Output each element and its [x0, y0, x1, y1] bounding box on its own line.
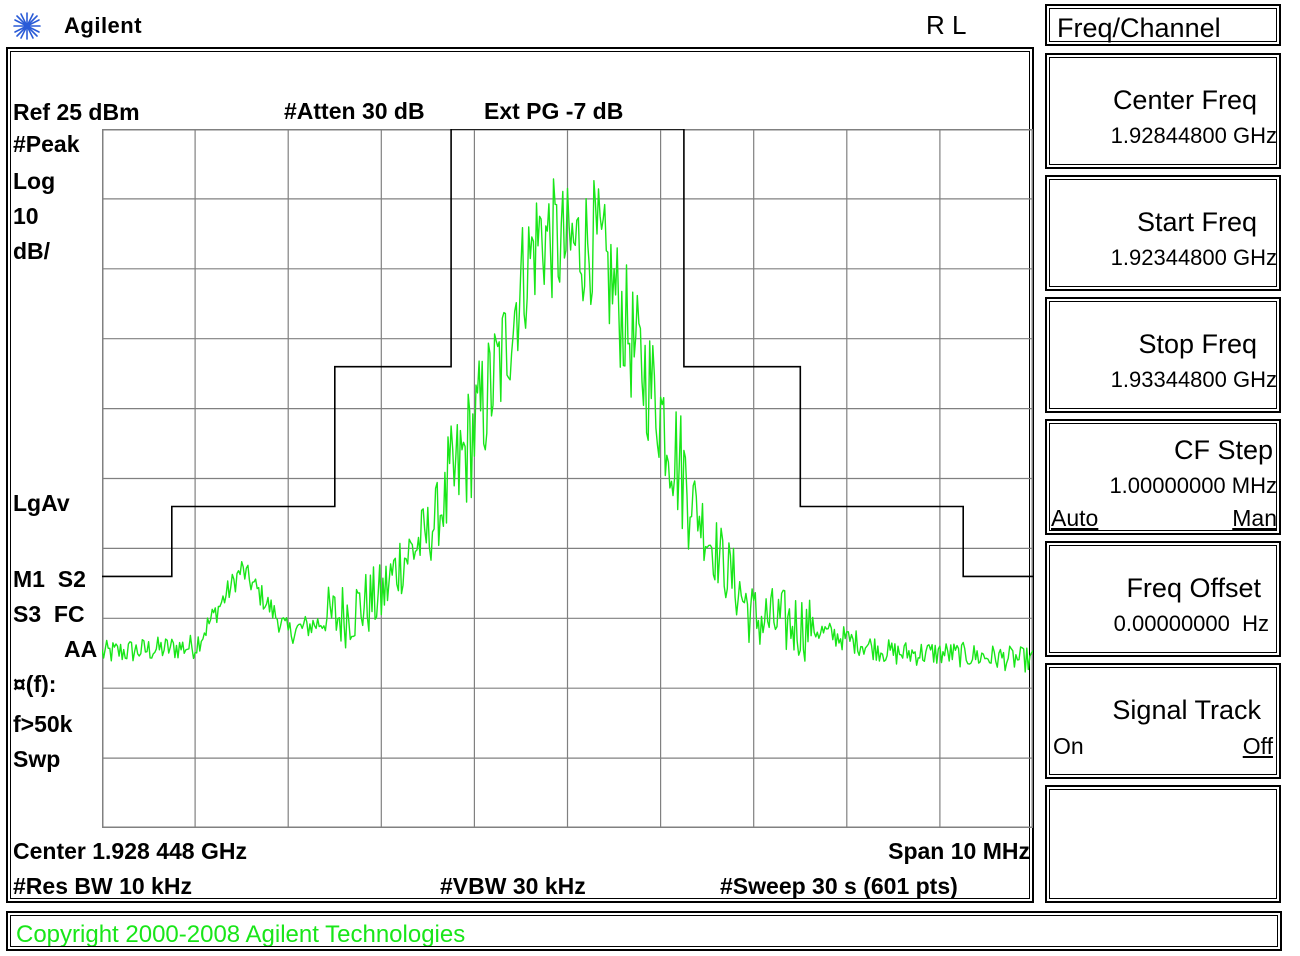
- scale-unit-label: dB/: [13, 238, 51, 264]
- display-frame: [6, 47, 1034, 903]
- menu-title: Freq/Channel: [1057, 13, 1221, 43]
- aa-status-label: AA: [64, 636, 98, 662]
- cf-step-auto-option[interactable]: Auto: [1051, 505, 1099, 531]
- scale-type-label: Log: [13, 168, 56, 194]
- spectrum-trace: [102, 178, 1033, 673]
- cf-step-softkey-label: CF Step: [1173, 435, 1273, 465]
- limit-mask-line: [102, 129, 1033, 578]
- brand-name: Agilent: [64, 13, 143, 38]
- signal-track-on-option[interactable]: On: [1053, 733, 1084, 759]
- res-bw-annotation: #Res BW 10 kHz: [13, 873, 192, 899]
- center-freq-annotation: Center 1.928 448 GHz: [13, 838, 247, 864]
- display-inner-border: [10, 51, 1030, 899]
- signal-track-softkey[interactable]: Signal Track On Off: [1045, 663, 1281, 779]
- center-freq-softkey[interactable]: Center Freq 1.92844800 GHz: [1045, 53, 1281, 169]
- menu-title-box: Freq/Channel: [1045, 4, 1281, 46]
- sweep-annotation: #Sweep 30 s (601 pts): [720, 873, 958, 899]
- freq-offset-softkey-value: 0.00000000 Hz: [1113, 611, 1269, 636]
- cf-step-softkey-value: 1.00000000 MHz: [1109, 473, 1277, 498]
- spectrum-plot: [102, 129, 1033, 828]
- stop-freq-softkey-value: 1.93344800 GHz: [1110, 367, 1277, 392]
- detector-label: #Peak: [13, 131, 80, 157]
- signal-track-off-option[interactable]: Off: [1242, 733, 1273, 759]
- start-freq-softkey-label: Start Freq: [1136, 207, 1257, 237]
- sweep-status-label: Swp: [13, 746, 61, 772]
- fc-status-label: S3 FC: [13, 601, 85, 627]
- freq-offset-softkey[interactable]: Freq Offset 0.00000000 Hz: [1045, 541, 1281, 657]
- vbw-annotation: #VBW 30 kHz: [440, 873, 586, 899]
- remote-local-indicator: R L: [926, 10, 967, 40]
- stop-freq-softkey[interactable]: Stop Freq 1.93344800 GHz: [1045, 297, 1281, 413]
- agilent-spark-logo: [13, 12, 41, 40]
- average-label: LgAv: [13, 490, 70, 516]
- brand-header: Agilent: [12, 8, 142, 44]
- freq-offset-softkey-label: Freq Offset: [1126, 573, 1261, 603]
- graticule: [102, 129, 1033, 828]
- start-freq-softkey-value: 1.92344800 GHz: [1110, 245, 1277, 270]
- function-label: ¤(f):: [13, 671, 57, 697]
- span-annotation: Span 10 MHz: [888, 838, 1030, 864]
- scale-value-label: 10: [13, 203, 39, 229]
- filter-label: f>50k: [13, 711, 73, 737]
- ref-level-label: Ref 25 dBm: [13, 99, 140, 125]
- copyright-bar: Copyright 2000-2008 Agilent Technologies: [6, 911, 1282, 951]
- attenuation-label: #Atten 30 dB: [284, 98, 425, 124]
- center-freq-softkey-value: 1.92844800 GHz: [1110, 123, 1277, 148]
- marker-status-label: M1 S2: [13, 566, 86, 592]
- center-freq-softkey-label: Center Freq: [1112, 85, 1257, 115]
- stop-freq-softkey-label: Stop Freq: [1138, 329, 1257, 359]
- start-freq-softkey[interactable]: Start Freq 1.92344800 GHz: [1045, 175, 1281, 291]
- blank-softkey[interactable]: [1045, 785, 1281, 903]
- copyright-text: Copyright 2000-2008 Agilent Technologies: [16, 921, 466, 948]
- cf-step-man-option[interactable]: Man: [1232, 505, 1277, 531]
- signal-track-softkey-label: Signal Track: [1112, 695, 1261, 725]
- cf-step-softkey[interactable]: CF Step 1.00000000 MHz Auto Man: [1045, 419, 1281, 535]
- ext-gain-label: Ext PG -7 dB: [484, 98, 624, 124]
